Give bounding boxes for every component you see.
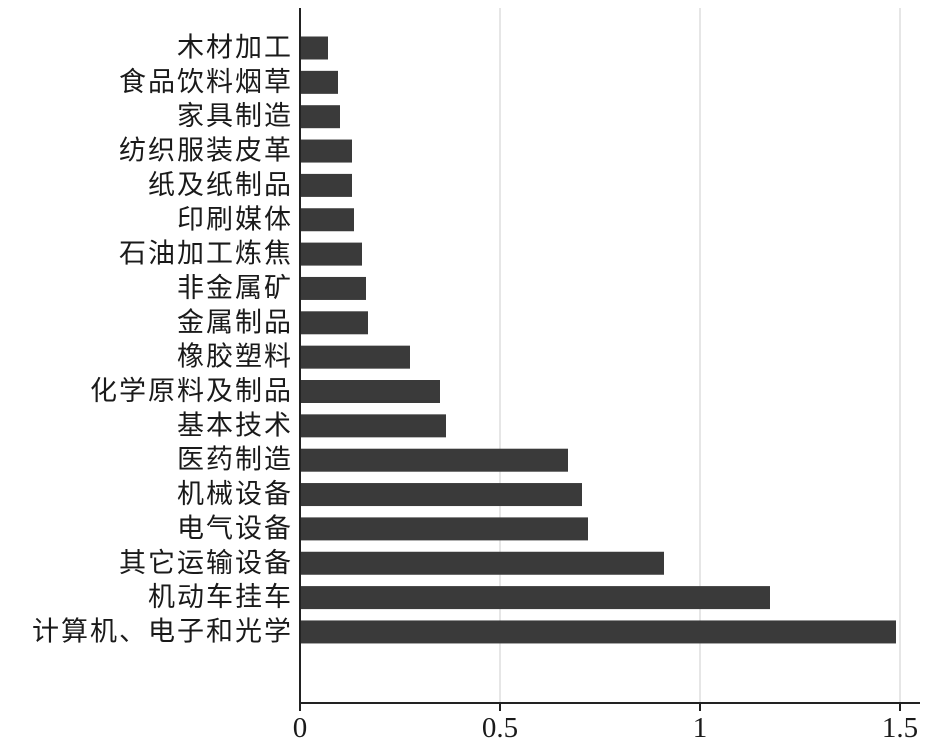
category-label-17: 计算机、电子和光学 bbox=[32, 616, 293, 647]
x-tick-label-0: 0 bbox=[293, 712, 308, 744]
category-label-0: 木材加工 bbox=[177, 33, 293, 64]
bar-11 bbox=[301, 414, 446, 438]
bar-8 bbox=[301, 311, 368, 335]
x-tick-label-2: 1 bbox=[693, 712, 708, 744]
category-label-11: 基本技术 bbox=[177, 410, 293, 441]
bar-13 bbox=[301, 483, 582, 507]
bar-15 bbox=[301, 551, 664, 575]
category-label-9: 橡胶塑料 bbox=[177, 342, 293, 373]
category-label-13: 机械设备 bbox=[177, 479, 293, 510]
x-tick-label-1: 0.5 bbox=[482, 712, 518, 744]
bar-17 bbox=[301, 620, 896, 644]
category-label-5: 印刷媒体 bbox=[177, 204, 293, 235]
bar-0 bbox=[301, 36, 328, 60]
category-label-4: 纸及纸制品 bbox=[148, 170, 293, 201]
bar-6 bbox=[301, 242, 362, 266]
x-tick-label-3: 1.5 bbox=[882, 712, 918, 744]
category-label-8: 金属制品 bbox=[177, 307, 293, 338]
bar-3 bbox=[301, 139, 352, 163]
category-label-1: 食品饮料烟草 bbox=[119, 67, 293, 98]
bar-10 bbox=[301, 380, 440, 403]
category-label-7: 非金属矿 bbox=[177, 273, 293, 304]
category-label-2: 家具制造 bbox=[177, 101, 293, 132]
bar-layer bbox=[301, 36, 896, 644]
category-label-12: 医药制造 bbox=[177, 445, 293, 476]
category-label-15: 其它运输设备 bbox=[119, 548, 293, 579]
category-label-10: 化学原料及制品 bbox=[90, 376, 293, 407]
bar-16 bbox=[301, 586, 770, 610]
bar-14 bbox=[301, 517, 588, 541]
bar-2 bbox=[301, 105, 340, 129]
axis-layer bbox=[299, 8, 920, 704]
category-label-6: 石油加工炼焦 bbox=[119, 239, 293, 270]
bar-5 bbox=[301, 208, 354, 232]
category-labels: 木材加工食品饮料烟草家具制造纺织服装皮革纸及纸制品印刷媒体石油加工炼焦非金属矿金… bbox=[32, 33, 293, 648]
category-label-16: 机动车挂车 bbox=[148, 582, 293, 613]
bar-4 bbox=[301, 173, 352, 197]
category-label-3: 纺织服装皮革 bbox=[119, 136, 293, 167]
bar-9 bbox=[301, 345, 410, 369]
bar-7 bbox=[301, 276, 366, 300]
x-ticks: 0 0.5 1 1.5 bbox=[293, 703, 918, 744]
bar-1 bbox=[301, 70, 338, 94]
bar-12 bbox=[301, 448, 568, 472]
category-label-14: 电气设备 bbox=[177, 513, 293, 544]
